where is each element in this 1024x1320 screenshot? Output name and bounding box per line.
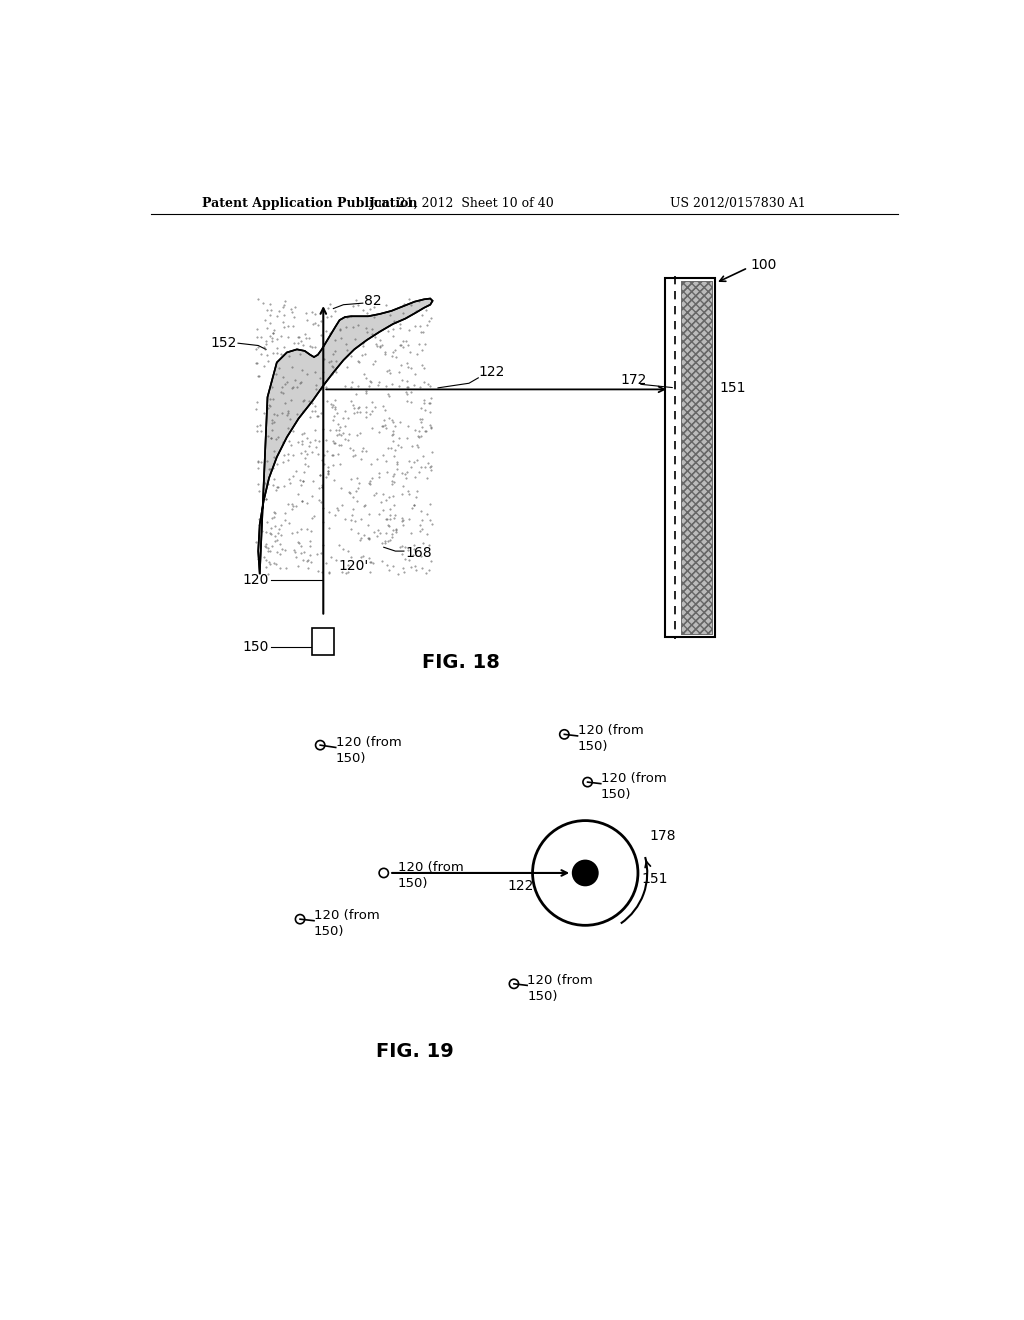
Bar — [312, 628, 334, 655]
Text: 150: 150 — [243, 640, 269, 655]
Text: 120 (from
150): 120 (from 150) — [397, 861, 464, 890]
Text: 122: 122 — [478, 366, 505, 379]
Circle shape — [572, 861, 598, 886]
Text: 82: 82 — [365, 294, 382, 308]
Text: 120': 120' — [339, 560, 369, 573]
Text: 120: 120 — [243, 573, 269, 587]
Text: 120 (from
150): 120 (from 150) — [336, 737, 401, 764]
Text: 120 (from
150): 120 (from 150) — [601, 772, 667, 801]
Text: 178: 178 — [649, 829, 676, 843]
Bar — [681, 281, 712, 635]
Text: 152: 152 — [210, 337, 237, 350]
Text: 122: 122 — [508, 879, 535, 894]
Text: 100: 100 — [751, 257, 776, 272]
Text: 151: 151 — [642, 873, 669, 886]
Text: Patent Application Publication: Patent Application Publication — [202, 197, 417, 210]
Text: FIG. 18: FIG. 18 — [422, 653, 500, 672]
Text: 120 (from
150): 120 (from 150) — [314, 909, 380, 939]
Text: Jun. 21, 2012  Sheet 10 of 40: Jun. 21, 2012 Sheet 10 of 40 — [369, 197, 554, 210]
Text: FIG. 19: FIG. 19 — [376, 1041, 454, 1061]
Text: 172: 172 — [621, 374, 646, 387]
Polygon shape — [258, 298, 432, 574]
Text: 151: 151 — [719, 381, 745, 395]
Text: 120 (from
150): 120 (from 150) — [527, 974, 593, 1003]
Bar — [665, 277, 716, 638]
Bar — [681, 281, 712, 635]
Text: US 2012/0157830 A1: US 2012/0157830 A1 — [671, 197, 806, 210]
Text: 168: 168 — [406, 545, 432, 560]
Text: 120 (from
150): 120 (from 150) — [578, 725, 643, 754]
